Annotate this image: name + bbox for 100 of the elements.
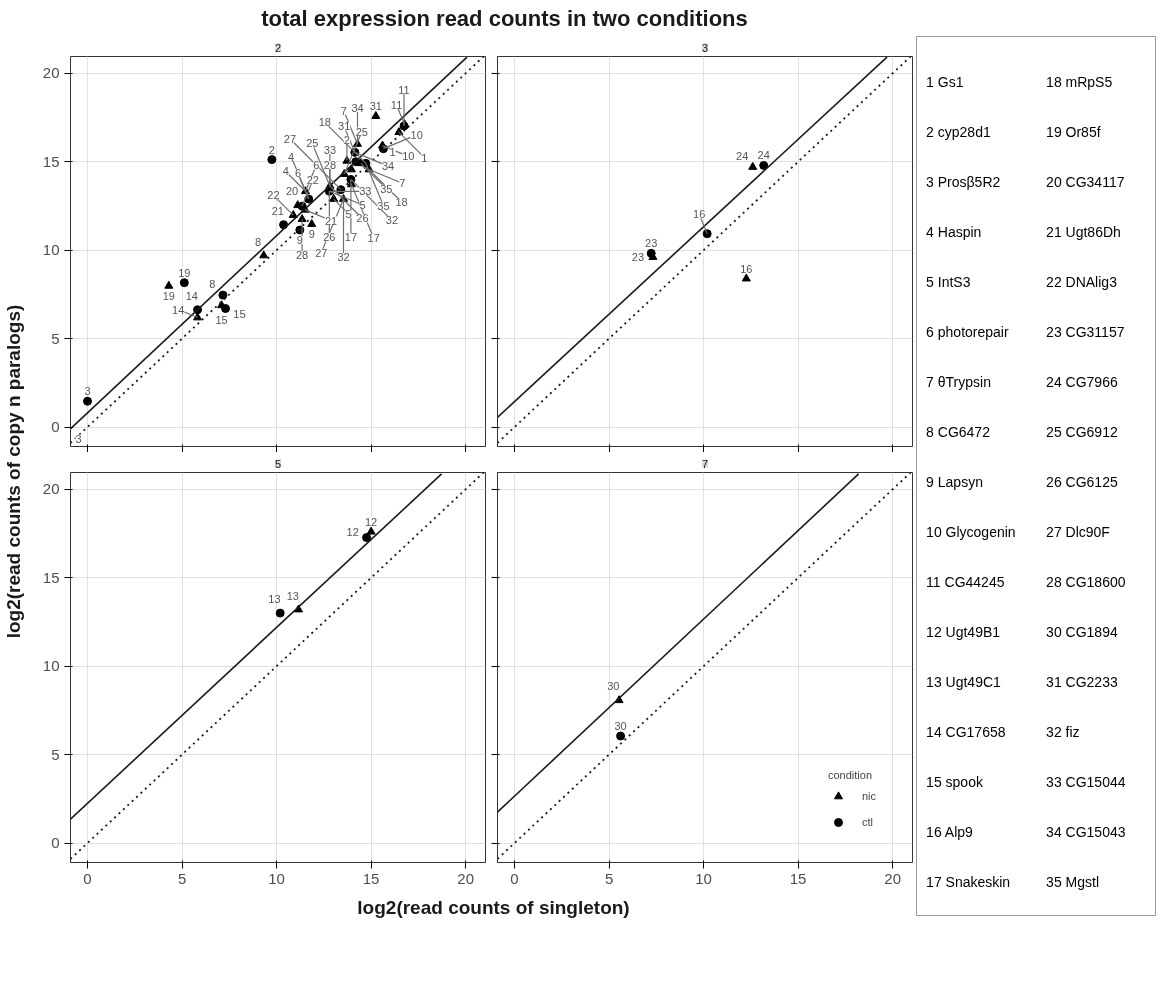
legend-title: condition: [828, 769, 874, 781]
x-axis-title: log2(read counts of singleton): [357, 897, 630, 918]
text: 2 cyp28d1: [926, 123, 991, 140]
annotation: 11: [390, 99, 403, 112]
annotation: 34: [382, 160, 395, 173]
text: 20 CG34117: [1046, 173, 1125, 190]
text: 25 CG6912: [1046, 423, 1118, 440]
x-tick-label: 5: [604, 869, 614, 887]
annotation: 19: [178, 266, 191, 279]
y-axis-title: log2(read counts of copy n paralogs): [2, 304, 24, 639]
annotation: 15: [233, 308, 246, 321]
x-tick-label: 20: [457, 869, 474, 887]
annotation: 24: [757, 149, 770, 162]
text: 32 fiz: [1046, 723, 1080, 740]
text: 19 Or85f: [1046, 123, 1101, 140]
annotation: 32: [337, 251, 350, 264]
annotation: 28: [295, 249, 309, 262]
annotation: 25: [306, 137, 319, 150]
x-tick-label: 0: [83, 869, 92, 887]
chart-title: 7: [701, 457, 709, 470]
text: 30 CG1894: [1046, 623, 1118, 640]
text: 24 CG7966: [1046, 373, 1118, 390]
text: 8 CG6472: [926, 423, 991, 440]
text: 3 Prosβ5R2: [926, 173, 1001, 190]
annotation: 5: [359, 199, 366, 212]
text: 31 CG2233: [1046, 673, 1118, 690]
annotation: 11: [398, 84, 410, 97]
annotation: 20: [285, 185, 299, 198]
y-tick-label: 10: [42, 241, 60, 259]
annotation: 6: [313, 159, 320, 172]
text: 10 Glycogenin: [926, 523, 1016, 540]
annotation: 28: [323, 158, 337, 171]
annotation: 2: [343, 133, 350, 146]
annotation: 17: [344, 231, 358, 244]
annotation: 15: [215, 314, 228, 327]
text: 5 IntS3: [926, 273, 971, 290]
text: 27 Dlc90F: [1046, 523, 1110, 540]
y-tick-label: 15: [42, 152, 60, 170]
annotation: 18: [395, 196, 408, 209]
y-tick-label: 0: [51, 418, 60, 436]
annotation: 12: [346, 525, 359, 538]
annotation: 7: [399, 177, 406, 190]
legend-label: ctl: [862, 816, 874, 828]
y-tick-label: 20: [42, 64, 60, 82]
text: 17 Snakeskin: [926, 873, 1011, 890]
annotation: 24: [736, 150, 749, 163]
text: 22 DNAlig3: [1046, 273, 1118, 290]
annotation: 17: [367, 231, 380, 244]
annotation: 35: [380, 182, 393, 195]
chart-title: 2: [274, 41, 282, 54]
annotation: 13: [286, 589, 299, 602]
text: 21 Ugt86Dh: [1046, 223, 1121, 240]
text: 11 CG44245: [926, 573, 1005, 590]
annotation: 22: [267, 189, 280, 202]
text: 15 spook: [926, 773, 984, 790]
x-tick-label: 20: [884, 869, 901, 887]
annotation: 34: [351, 102, 364, 115]
annotation: 16: [740, 262, 753, 275]
text: total expression read counts in two conditions: [261, 6, 748, 31]
annotation: 21: [324, 214, 338, 227]
annotation: 23: [631, 251, 645, 264]
annotation: 31: [338, 120, 351, 133]
annotation: 13: [268, 593, 281, 606]
x-tick-label: 10: [695, 869, 712, 887]
annotation: 22: [306, 174, 319, 187]
annotation: 9: [308, 228, 315, 241]
annotation: 4: [288, 150, 295, 163]
annotation: 3: [84, 385, 91, 398]
y-tick-label: 0: [51, 834, 60, 852]
annotation: 14: [185, 289, 198, 302]
annotation: 16: [693, 208, 706, 221]
annotation: 33: [323, 143, 337, 156]
y-tick-label: 15: [42, 568, 60, 586]
text: 26 CG6125: [1046, 473, 1118, 490]
text: 14 CG17658: [926, 723, 1006, 740]
annotation: 9: [296, 234, 303, 247]
text: 23 CG31157: [1046, 323, 1125, 340]
y-tick-label: 20: [42, 480, 60, 498]
annotation: 27: [283, 132, 297, 145]
annotation: 27: [315, 246, 328, 259]
annotation: 26: [356, 212, 369, 225]
text: 12 Ugt49B1: [926, 623, 1001, 640]
text: 13 Ugt49C1: [926, 673, 1002, 690]
legend-label: nic: [862, 790, 878, 802]
y-tick-label: 5: [51, 745, 60, 763]
y-tick-label: 10: [42, 657, 60, 675]
annotation: 1: [389, 146, 396, 159]
y-tick-label: 5: [51, 329, 60, 347]
text: 16 Alp9: [926, 823, 974, 840]
annotation: 3: [75, 432, 82, 445]
x-tick-label: 10: [268, 869, 285, 887]
text: 18 mRpS5: [1046, 73, 1113, 90]
text: 9 Lapsyn: [926, 473, 983, 490]
annotation: 18: [318, 116, 331, 129]
x-tick-label: 5: [177, 869, 187, 887]
x-tick-label: 15: [362, 869, 380, 887]
text: 33 CG15044: [1046, 773, 1126, 790]
annotation: 6: [294, 167, 302, 180]
annotation: 4: [282, 165, 289, 178]
chart-title: 5: [274, 457, 282, 470]
